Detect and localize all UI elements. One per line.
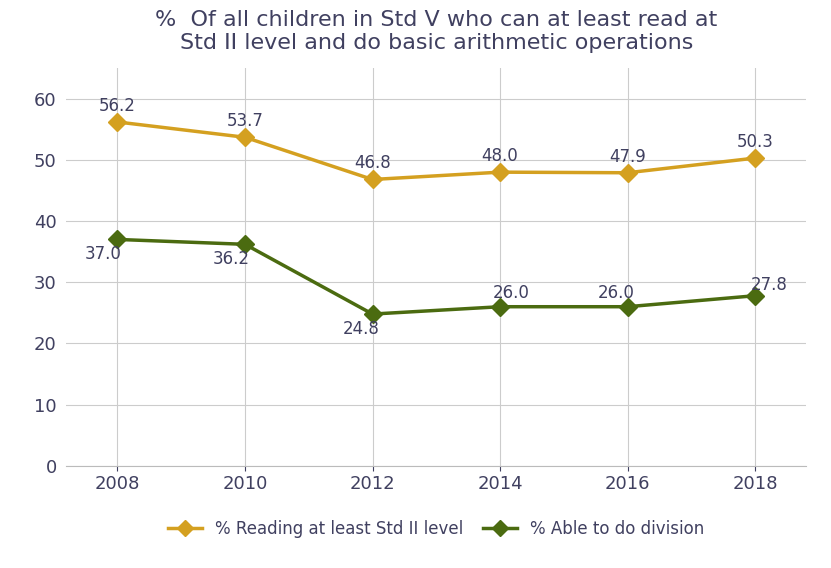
- Text: 24.8: 24.8: [343, 320, 380, 337]
- Text: 27.8: 27.8: [750, 276, 788, 294]
- Text: 36.2: 36.2: [213, 250, 249, 268]
- Text: 48.0: 48.0: [482, 147, 519, 165]
- Text: 26.0: 26.0: [493, 285, 529, 302]
- Text: 26.0: 26.0: [598, 285, 635, 302]
- Text: 47.9: 47.9: [609, 148, 646, 166]
- Legend: % Reading at least Std II level, % Able to do division: % Reading at least Std II level, % Able …: [162, 513, 711, 545]
- Text: 46.8: 46.8: [354, 154, 391, 172]
- Text: 50.3: 50.3: [736, 133, 774, 151]
- Text: 53.7: 53.7: [227, 112, 263, 130]
- Text: 37.0: 37.0: [85, 245, 122, 263]
- Text: 56.2: 56.2: [99, 97, 136, 115]
- Title: %  Of all children in Std V who can at least read at
Std II level and do basic a: % Of all children in Std V who can at le…: [155, 10, 717, 53]
